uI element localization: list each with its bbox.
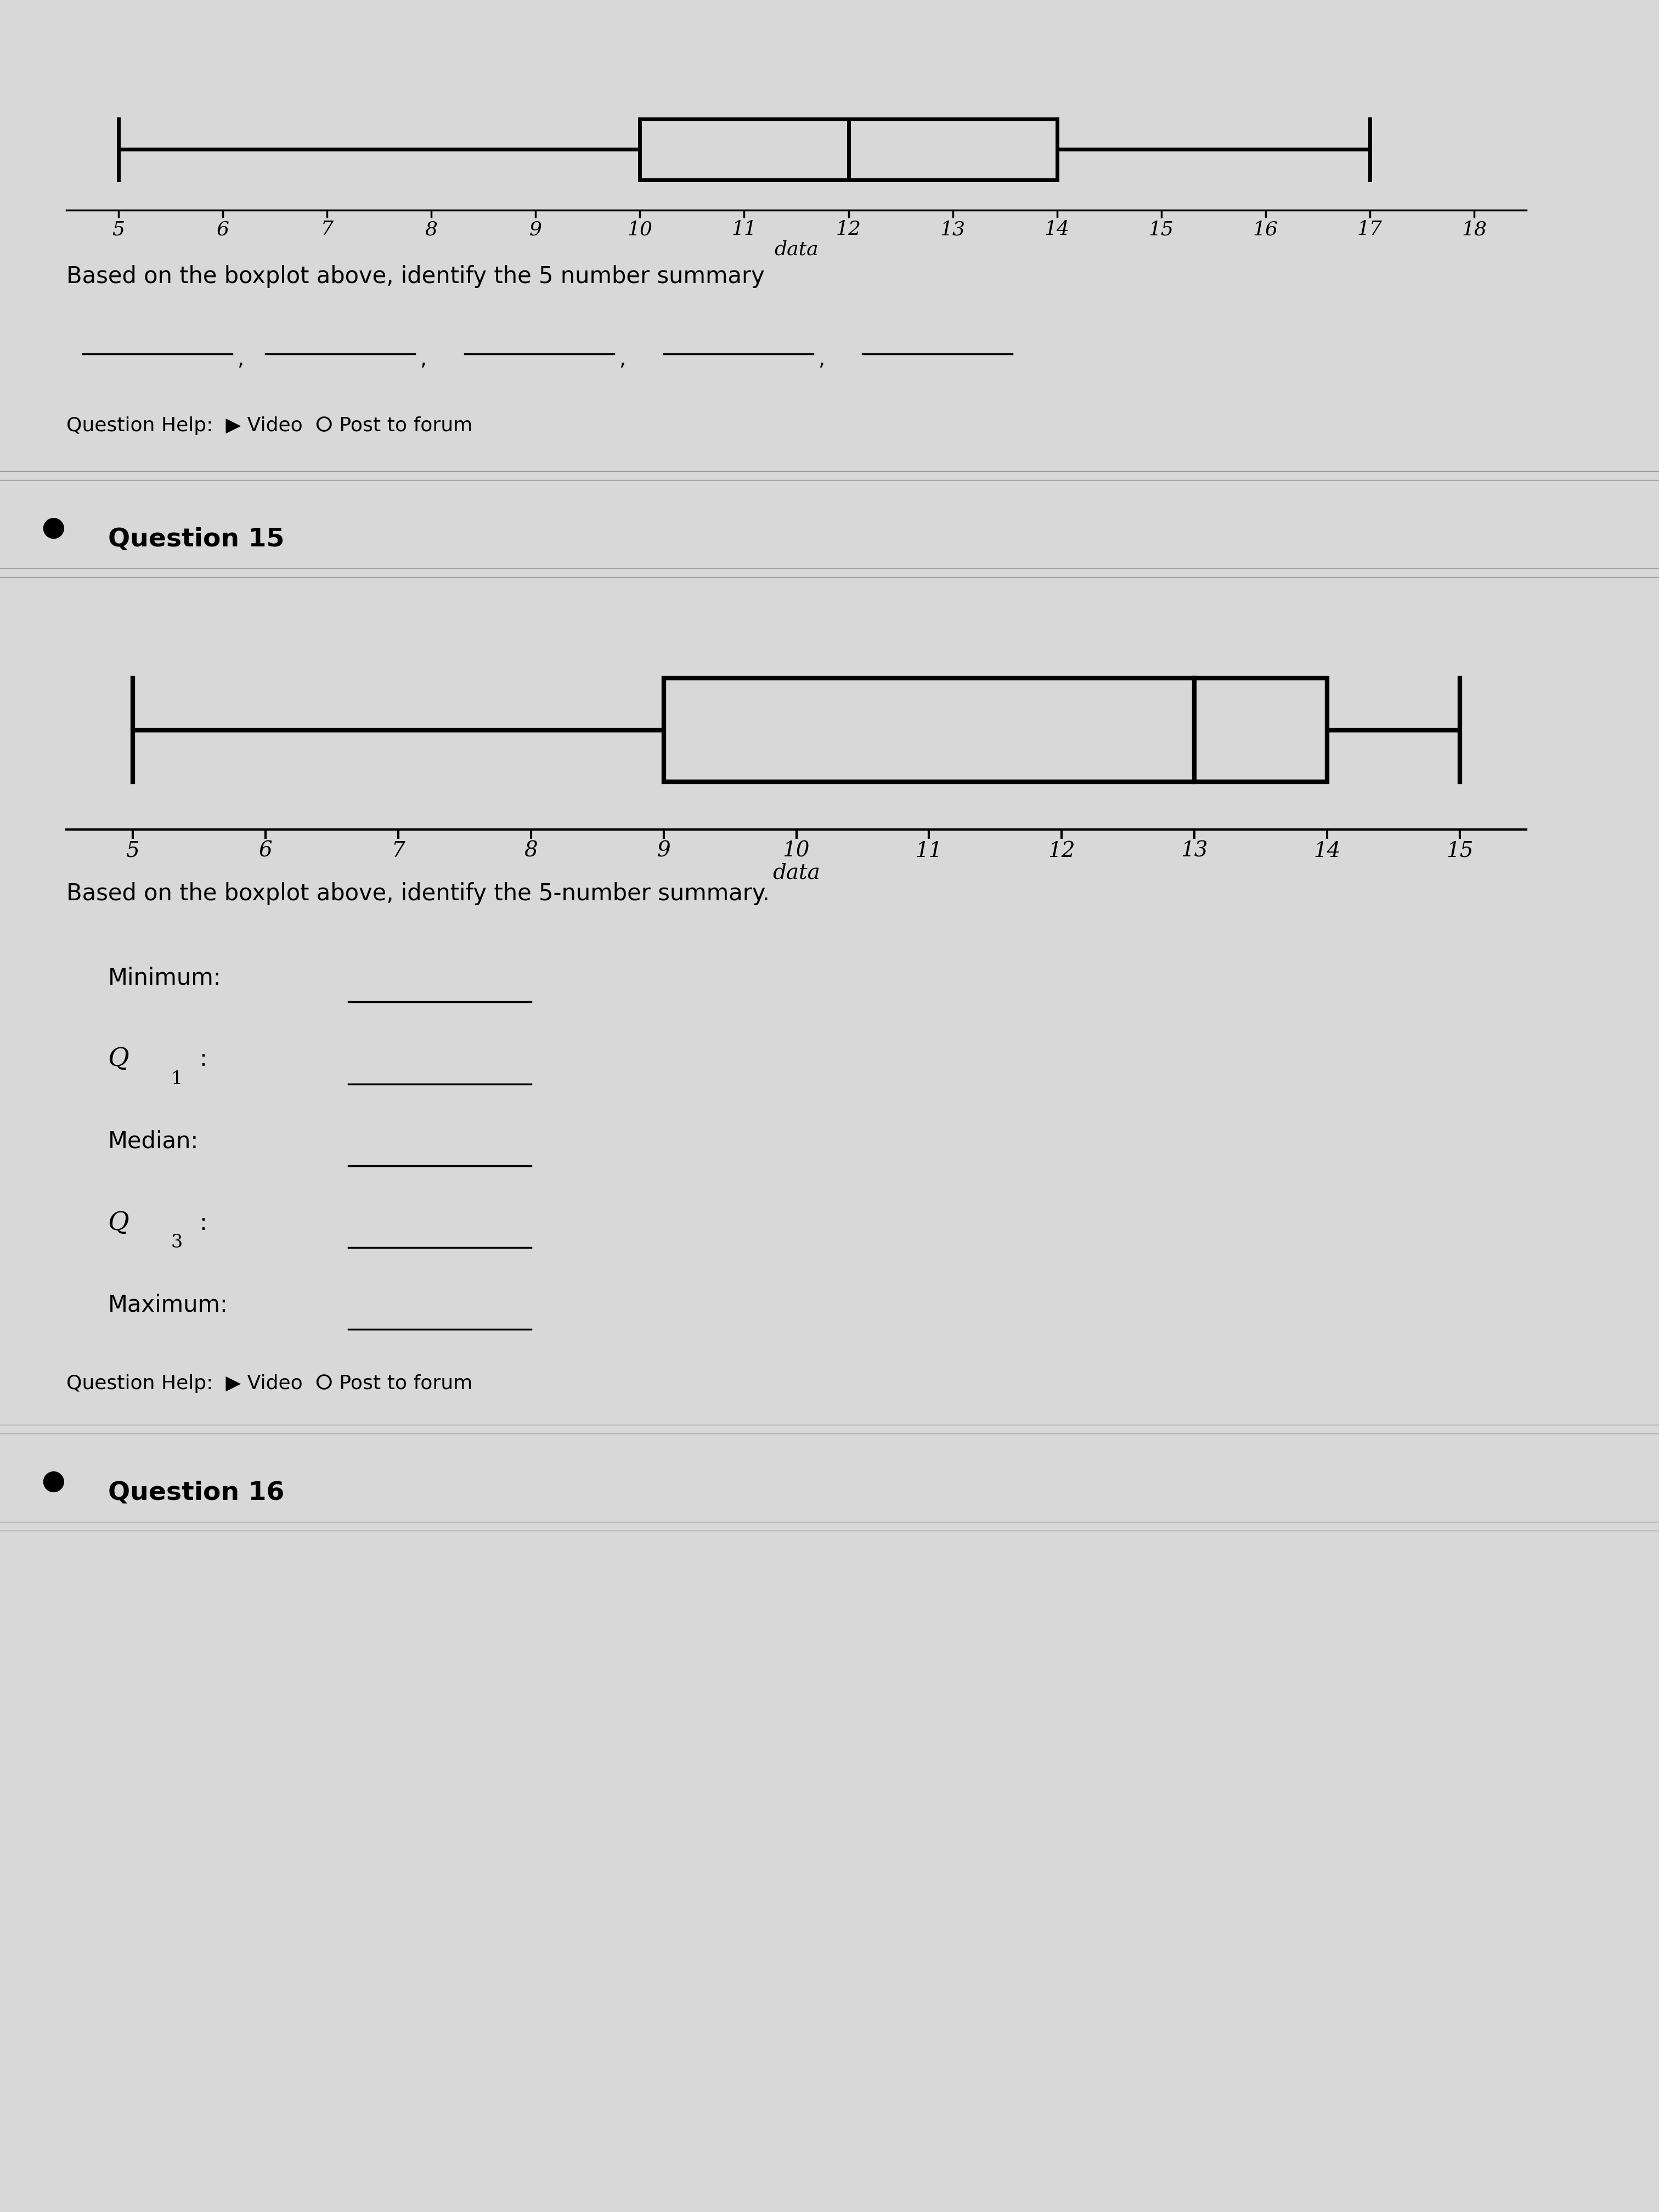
Text: 3: 3	[171, 1234, 182, 1252]
Text: Q: Q	[108, 1046, 129, 1071]
Text: ●: ●	[41, 1469, 65, 1493]
Text: ●: ●	[41, 515, 65, 540]
Text: ,: ,	[237, 349, 244, 369]
Text: Based on the boxplot above, identify the 5-number summary.: Based on the boxplot above, identify the…	[66, 883, 770, 905]
Text: Based on the boxplot above, identify the 5 number summary: Based on the boxplot above, identify the…	[66, 265, 765, 288]
Text: ,: ,	[619, 349, 625, 369]
Text: Minimum:: Minimum:	[108, 967, 221, 989]
Text: ,: ,	[818, 349, 825, 369]
Text: Maximum:: Maximum:	[108, 1294, 227, 1316]
Text: Q: Q	[108, 1210, 129, 1234]
Text: Question Help:  ▶ Video  ⵔ Post to forum: Question Help: ▶ Video ⵔ Post to forum	[66, 416, 473, 436]
Text: ,: ,	[420, 349, 426, 369]
Text: Question 16: Question 16	[108, 1480, 284, 1504]
X-axis label: data: data	[773, 863, 820, 883]
Text: :: :	[199, 1048, 207, 1071]
Bar	[664, 679, 1327, 781]
Text: :: :	[199, 1212, 207, 1234]
Text: Median:: Median:	[108, 1130, 199, 1152]
Text: Question Help:  ▶ Video  ⵔ Post to forum: Question Help: ▶ Video ⵔ Post to forum	[66, 1374, 473, 1394]
Bar	[640, 119, 1057, 179]
Text: 1: 1	[171, 1071, 182, 1088]
X-axis label: data: data	[775, 241, 818, 259]
Text: Question 15: Question 15	[108, 526, 284, 551]
